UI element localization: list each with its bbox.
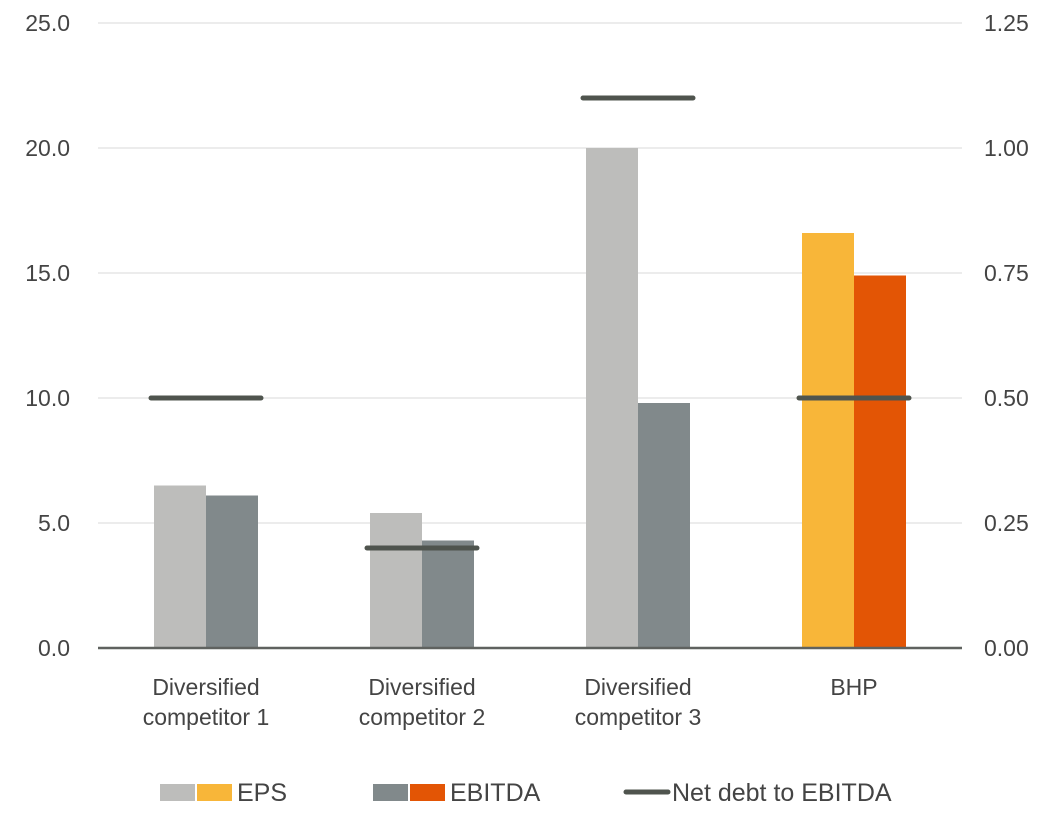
category-label-line: competitor 1 (143, 704, 270, 730)
y-left-tick-label: 20.0 (25, 135, 70, 161)
category-label-line: Diversified (152, 674, 259, 700)
bar-ebitda (854, 275, 906, 648)
legend-swatch (410, 784, 445, 801)
y-right-tick-label: 1.25 (984, 10, 1029, 36)
legend-label: EBITDA (450, 779, 541, 807)
category-label-line: competitor 3 (575, 704, 702, 730)
category-label: Diversified competitor 1 (143, 674, 270, 730)
y-left-tick-label: 25.0 (25, 10, 70, 36)
legend: EPS EBITDA Net debt to EBITDA (160, 779, 892, 807)
category-label: BHP (830, 674, 877, 700)
bar-eps (586, 148, 638, 648)
y-left-tick-label: 5.0 (38, 510, 70, 536)
category-label-line: Diversified (368, 674, 475, 700)
tick-labels: 0.0 5.0 10.0 15.0 20.0 25.0 0.00 0.25 0.50 0.75 1.… (25, 10, 1029, 730)
y-left-tick-label: 15.0 (25, 260, 70, 286)
bar-eps (154, 485, 206, 648)
y-left-tick-label: 0.0 (38, 635, 70, 661)
y-right-tick-label: 0.75 (984, 260, 1029, 286)
y-left-tick-label: 10.0 (25, 385, 70, 411)
y-right-tick-label: 0.00 (984, 635, 1029, 661)
bar-ebitda (638, 403, 690, 648)
category-label-line: BHP (830, 674, 877, 700)
bar-ebitda (206, 495, 258, 648)
bar-eps (370, 513, 422, 648)
bar-eps (802, 233, 854, 648)
legend-swatch (197, 784, 232, 801)
category-label-line: Diversified (584, 674, 691, 700)
legend-swatch (160, 784, 195, 801)
category-label: Diversified competitor 3 (575, 674, 702, 730)
y-right-tick-label: 1.00 (984, 135, 1029, 161)
net-debt-markers (148, 95, 912, 551)
bar-ebitda (422, 540, 474, 648)
legend-label: EPS (237, 779, 287, 807)
legend-swatch (373, 784, 408, 801)
bars (154, 148, 906, 648)
category-label-line: competitor 2 (359, 704, 486, 730)
category-label: Diversified competitor 2 (359, 674, 486, 730)
legend-label: Net debt to EBITDA (672, 779, 892, 807)
y-right-tick-label: 0.50 (984, 385, 1029, 411)
y-right-tick-label: 0.25 (984, 510, 1029, 536)
